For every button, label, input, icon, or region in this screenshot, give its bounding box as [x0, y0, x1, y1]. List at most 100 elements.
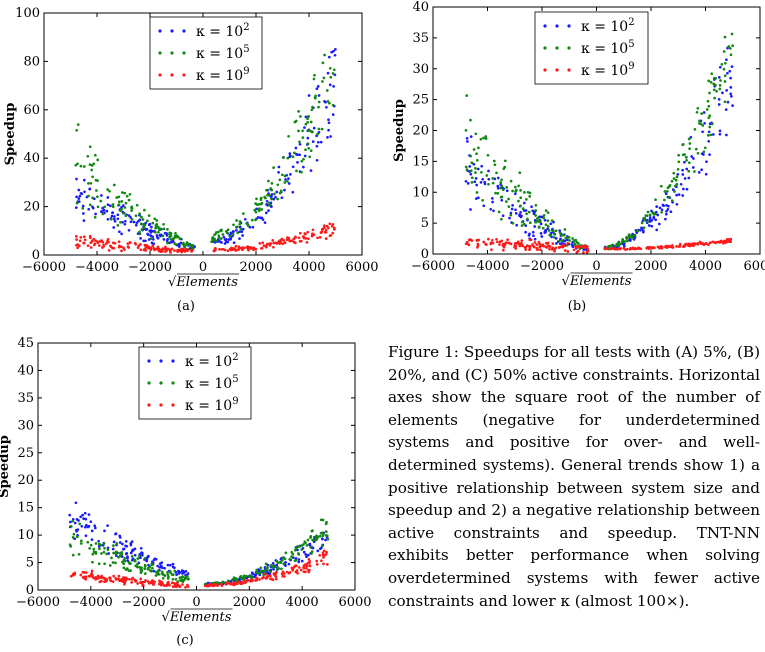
- data-point: [226, 240, 230, 244]
- data-point: [135, 203, 139, 207]
- y-tick-label: 20: [23, 200, 40, 215]
- data-point: [487, 169, 490, 173]
- data-point: [642, 226, 646, 230]
- data-point: [603, 246, 607, 250]
- data-point: [148, 565, 152, 569]
- data-point: [482, 204, 486, 208]
- data-point: [495, 171, 498, 175]
- data-point: [708, 122, 712, 126]
- data-point: [254, 571, 258, 574]
- data-point: [712, 82, 716, 86]
- legend-marker: [555, 68, 559, 72]
- data-point: [267, 209, 270, 212]
- data-point: [72, 532, 76, 536]
- data-point: [250, 571, 254, 575]
- data-point: [702, 150, 706, 154]
- data-point: [88, 547, 92, 550]
- data-point: [235, 219, 238, 222]
- data-point: [722, 67, 726, 71]
- data-point: [100, 194, 103, 197]
- data-point: [509, 213, 513, 217]
- data-point: [553, 232, 556, 236]
- data-point: [687, 176, 691, 180]
- panel-label: (b): [568, 299, 586, 314]
- data-point: [548, 233, 552, 237]
- data-point: [102, 244, 106, 248]
- data-point: [183, 576, 187, 580]
- data-point: [507, 241, 511, 245]
- data-point: [78, 239, 82, 243]
- data-point: [561, 241, 564, 245]
- data-point: [117, 195, 121, 199]
- data-point: [156, 569, 160, 573]
- data-point: [321, 80, 324, 83]
- data-point: [650, 224, 654, 228]
- data-point: [102, 542, 106, 545]
- data-point: [507, 197, 510, 201]
- data-point: [180, 576, 183, 579]
- data-point: [701, 242, 704, 245]
- data-point: [534, 214, 537, 217]
- data-point: [124, 540, 128, 543]
- data-point: [667, 204, 670, 208]
- data-point: [111, 580, 115, 583]
- legend-marker: [170, 29, 174, 33]
- data-point: [666, 245, 670, 249]
- data-point: [490, 238, 494, 242]
- data-point: [688, 244, 692, 248]
- data-point: [153, 217, 157, 221]
- data-point: [321, 227, 325, 231]
- data-point: [545, 246, 549, 249]
- data-point: [725, 237, 729, 241]
- data-point: [134, 564, 138, 568]
- data-point: [94, 577, 97, 581]
- data-point: [521, 207, 525, 210]
- x-tick-label: 4000: [689, 259, 722, 274]
- data-point: [297, 129, 300, 133]
- data-point: [491, 200, 494, 204]
- data-point: [576, 249, 580, 253]
- data-point: [130, 558, 134, 562]
- data-point: [518, 244, 522, 248]
- data-point: [534, 203, 538, 207]
- data-point: [149, 237, 153, 241]
- data-point: [498, 243, 501, 246]
- data-point: [120, 249, 123, 253]
- data-point: [71, 553, 75, 557]
- data-point: [168, 563, 172, 567]
- data-point: [690, 155, 694, 158]
- data-point: [259, 569, 263, 573]
- data-point: [83, 511, 87, 515]
- data-point: [130, 206, 133, 210]
- data-point: [469, 169, 473, 173]
- data-point: [123, 582, 126, 586]
- data-point: [726, 71, 729, 75]
- data-point: [213, 249, 216, 252]
- data-point: [558, 229, 562, 232]
- data-point: [327, 128, 330, 132]
- data-point: [311, 140, 315, 143]
- y-tick-label: 100: [15, 6, 40, 21]
- data-point: [713, 96, 716, 100]
- data-point: [717, 76, 721, 79]
- data-point: [297, 566, 301, 569]
- legend-marker: [182, 51, 186, 55]
- data-point: [704, 172, 708, 176]
- y-tick-label: 25: [412, 93, 429, 108]
- data-point: [220, 584, 224, 588]
- data-point: [730, 32, 734, 36]
- data-point: [152, 247, 155, 250]
- legend-label: κ = 105: [196, 44, 250, 62]
- data-point: [309, 129, 313, 133]
- data-point: [112, 217, 116, 221]
- data-point: [331, 72, 335, 75]
- x-tick-label: 0: [199, 260, 207, 275]
- data-point: [284, 551, 288, 555]
- data-point: [718, 129, 722, 133]
- data-point: [77, 188, 81, 192]
- data-point: [505, 200, 508, 203]
- data-point: [329, 75, 333, 79]
- data-point: [310, 108, 314, 112]
- data-point: [470, 161, 474, 165]
- data-point: [621, 239, 624, 242]
